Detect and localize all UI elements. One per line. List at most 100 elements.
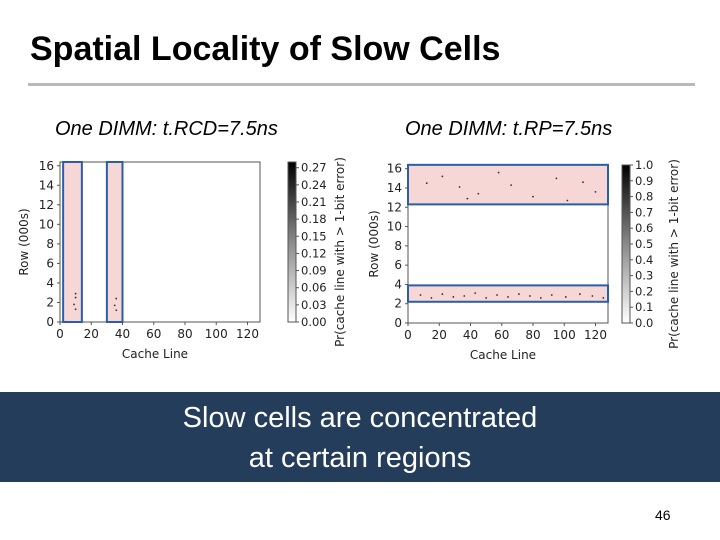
x-tick-label: 80 xyxy=(525,328,540,342)
error-point xyxy=(430,297,433,299)
y-tick-label: 0 xyxy=(46,315,54,329)
error-point xyxy=(474,292,477,295)
y-tick-label: 10 xyxy=(39,217,54,231)
error-point xyxy=(510,184,513,186)
colorbar-tick-label: 0.5 xyxy=(635,237,653,251)
y-axis-label: Row (000s) xyxy=(367,210,381,277)
y-tick-label: 8 xyxy=(46,237,54,251)
x-tick-label: 40 xyxy=(463,328,478,342)
slow-region-fill xyxy=(408,164,608,205)
slow-region-highlight-box xyxy=(407,163,609,206)
colorbar-tick-label: 0.12 xyxy=(301,246,327,260)
x-tick-label: 120 xyxy=(236,327,259,341)
error-point xyxy=(115,297,118,300)
y-tick-label: 16 xyxy=(39,159,54,173)
slow-region-fill xyxy=(106,162,123,322)
conclusion-banner: Slow cells are concentrated at certain r… xyxy=(0,392,720,482)
x-axis-label: Cache Line xyxy=(122,347,188,361)
error-point xyxy=(74,296,77,299)
y-tick-label: 12 xyxy=(39,198,54,212)
y-tick-label: 2 xyxy=(394,297,402,311)
x-tick-label: 40 xyxy=(115,327,130,341)
x-tick-label: 100 xyxy=(205,327,228,341)
colorbar-tick-label: 0.7 xyxy=(635,205,653,219)
y-axis-label: Row (000s) xyxy=(17,208,31,275)
heatmap-trcd: 0 20 40 60 80 100 120 0 2 4 6 8 10 12 14 16 Cache Line Ro… xyxy=(17,157,347,361)
slow-region-fill xyxy=(408,285,608,302)
colorbar-tick-label: 0.03 xyxy=(301,298,327,312)
page-number: 46 xyxy=(655,507,671,523)
error-point xyxy=(582,181,584,184)
x-tick-label: 60 xyxy=(146,327,161,341)
x-tick-label: 20 xyxy=(432,328,447,342)
error-point xyxy=(496,294,498,296)
colorbar xyxy=(287,161,297,323)
slow-region-highlight-box xyxy=(407,284,609,303)
colorbar xyxy=(621,164,631,324)
error-point xyxy=(518,293,520,295)
banner-line-2: at certain regions xyxy=(248,442,472,474)
plot-area xyxy=(59,161,261,323)
error-point xyxy=(485,297,488,299)
error-point xyxy=(425,182,428,185)
error-point xyxy=(591,295,594,297)
y-tick-label: 0 xyxy=(394,316,402,330)
x-tick-label: 0 xyxy=(404,328,412,342)
error-point xyxy=(74,292,77,295)
x-tick-label: 20 xyxy=(84,327,99,341)
y-tick-label: 10 xyxy=(387,220,402,234)
error-point xyxy=(578,293,581,295)
error-point xyxy=(555,177,558,180)
y-tick-label: 6 xyxy=(46,256,54,270)
colorbar-tick-label: 0.1 xyxy=(635,300,653,314)
y-tick-label: 14 xyxy=(39,178,54,192)
slide-title: Spatial Locality of Slow Cells xyxy=(30,30,501,68)
x-tick-label: 60 xyxy=(494,328,509,342)
error-point xyxy=(594,190,597,193)
y-tick-label: 4 xyxy=(394,277,402,291)
y-tick-label: 4 xyxy=(46,276,54,290)
slow-region-fill xyxy=(63,162,82,322)
error-point xyxy=(441,293,444,295)
error-point xyxy=(564,296,567,298)
colorbar-tick-label: 0.00 xyxy=(301,315,327,329)
y-tick-label: 12 xyxy=(387,200,402,214)
error-point xyxy=(497,171,500,174)
y-tick-label: 14 xyxy=(387,181,402,195)
error-point xyxy=(452,296,455,298)
error-point xyxy=(550,294,553,296)
title-divider xyxy=(28,83,695,86)
slow-region-highlight-box xyxy=(105,161,124,323)
x-tick-label: 0 xyxy=(56,327,64,341)
error-point xyxy=(73,303,75,306)
colorbar-label: Pr(cache line with > 1-bit error) xyxy=(667,159,681,349)
x-tick-label: 100 xyxy=(553,328,576,342)
error-point xyxy=(113,304,116,307)
colorbar-label: Pr(cache line with > 1-bit error) xyxy=(333,157,347,347)
colorbar-tick-label: 0.3 xyxy=(635,269,653,283)
colorbar-tick-label: 0.9 xyxy=(635,174,653,188)
y-tick-label: 6 xyxy=(394,258,402,272)
error-point xyxy=(532,195,534,198)
y-tick-label: 8 xyxy=(394,239,402,253)
error-point xyxy=(458,186,461,188)
colorbar-tick-label: 0.15 xyxy=(301,229,327,243)
chart-right-title: One DIMM: t.RP=7.5ns xyxy=(405,118,613,140)
x-tick-label: 120 xyxy=(584,328,607,342)
y-tick-label: 16 xyxy=(387,162,402,176)
error-point xyxy=(528,295,531,297)
error-point xyxy=(419,294,422,296)
heatmap-trp: 0 20 40 60 80 100 120 0 2 4 6 8 10 12 14 16 Cache Line Ro… xyxy=(367,158,681,362)
colorbar-tick-label: 0.0 xyxy=(635,316,653,330)
colorbar-tick-label: 0.21 xyxy=(301,195,327,209)
colorbar-tick-label: 0.4 xyxy=(635,253,653,267)
error-point xyxy=(477,192,480,195)
colorbar-tick-label: 0.6 xyxy=(635,221,653,235)
colorbar-tick-label: 1.0 xyxy=(635,158,653,172)
x-tick-label: 80 xyxy=(177,327,192,341)
colorbar-tick-label: 0.09 xyxy=(301,264,327,278)
error-point xyxy=(466,197,469,200)
error-point xyxy=(507,296,509,298)
slow-region-highlight-box xyxy=(62,161,83,323)
chart-left-title: One DIMM: t.RCD=7.5ns xyxy=(55,118,278,140)
